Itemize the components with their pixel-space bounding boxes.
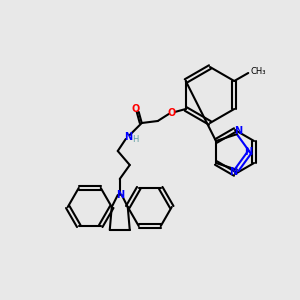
Text: O: O	[168, 108, 176, 118]
Text: O: O	[132, 104, 140, 114]
Text: CH₃: CH₃	[250, 68, 266, 76]
Text: H: H	[133, 136, 139, 145]
Text: N: N	[229, 167, 237, 177]
Text: N: N	[124, 132, 132, 142]
Text: N: N	[234, 126, 242, 136]
Text: N: N	[244, 147, 252, 157]
Text: N: N	[116, 190, 124, 200]
